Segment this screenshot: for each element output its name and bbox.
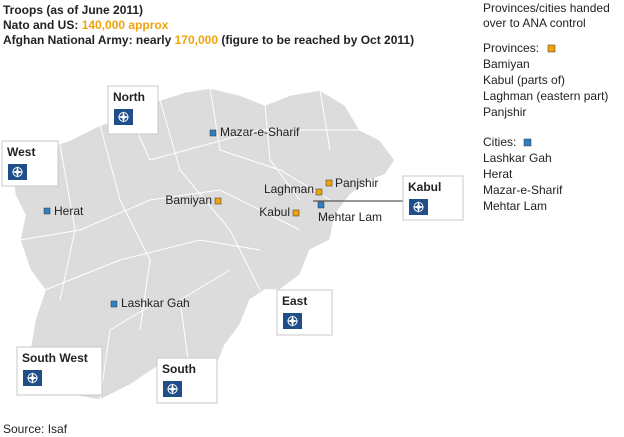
ana-value: 170,000 [175, 33, 219, 47]
place-label: Bamiyan [165, 193, 212, 207]
nato-label: Nato and US: [3, 18, 78, 32]
nato-icon-star [286, 315, 299, 327]
legend-title: Provinces/cities handed [483, 1, 610, 15]
place-label: Mehtar Lam [318, 210, 382, 224]
command-label: East [282, 294, 307, 308]
legend-swatch [547, 44, 556, 53]
place-label: Lashkar Gah [121, 296, 190, 310]
source: Source: Isaf [3, 422, 68, 436]
legend-item: Panjshir [483, 105, 526, 119]
place-label: Kabul [259, 205, 290, 219]
legend-heading: Cities: [483, 135, 516, 149]
place-marker [43, 207, 51, 215]
place-label: Laghman [264, 182, 314, 196]
ana-note: (figure to be reached by Oct 2011) [221, 33, 414, 47]
legend-item: Laghman (eastern part) [483, 89, 608, 103]
nato-value: 140,000 approx [82, 18, 169, 32]
district-borders [19, 87, 360, 401]
legend-item: Kabul (parts of) [483, 73, 565, 87]
place-marker [292, 209, 300, 217]
title: Troops (as of June 2011) [3, 3, 143, 17]
legend-title: over to ANA control [483, 16, 586, 30]
place-marker [214, 197, 222, 205]
command-label: West [7, 145, 35, 159]
nato-icon-star [26, 372, 39, 384]
ana-line: Afghan National Army: nearly 170,000 (fi… [3, 33, 414, 47]
legend-heading: Provinces: [483, 41, 539, 55]
legend-item: Herat [483, 167, 513, 181]
legend-swatch [523, 138, 532, 147]
place-marker [325, 179, 333, 187]
nato-line: Nato and US: 140,000 approx [3, 18, 169, 32]
place-marker [317, 201, 325, 209]
place-label: Herat [54, 204, 84, 218]
legend-item: Lashkar Gah [483, 151, 552, 165]
place-label: Panjshir [335, 176, 378, 190]
place-label: Mazar-e-Sharif [220, 125, 300, 139]
command-label: South West [22, 351, 88, 365]
legend-item: Mehtar Lam [483, 199, 547, 213]
nato-icon-star [117, 111, 130, 123]
ana-label: Afghan National Army: nearly [3, 33, 172, 47]
nato-icon-star [166, 383, 179, 395]
nato-icon-star [412, 201, 425, 213]
legend-item: Mazar-e-Sharif [483, 183, 563, 197]
command-label: Kabul [408, 180, 441, 194]
command-label: South [162, 362, 196, 376]
command-label: North [113, 90, 145, 104]
place-marker [209, 129, 217, 137]
legend-item: Bamiyan [483, 57, 530, 71]
place-marker [110, 300, 118, 308]
place-marker [315, 188, 323, 196]
nato-icon-star [11, 166, 24, 178]
